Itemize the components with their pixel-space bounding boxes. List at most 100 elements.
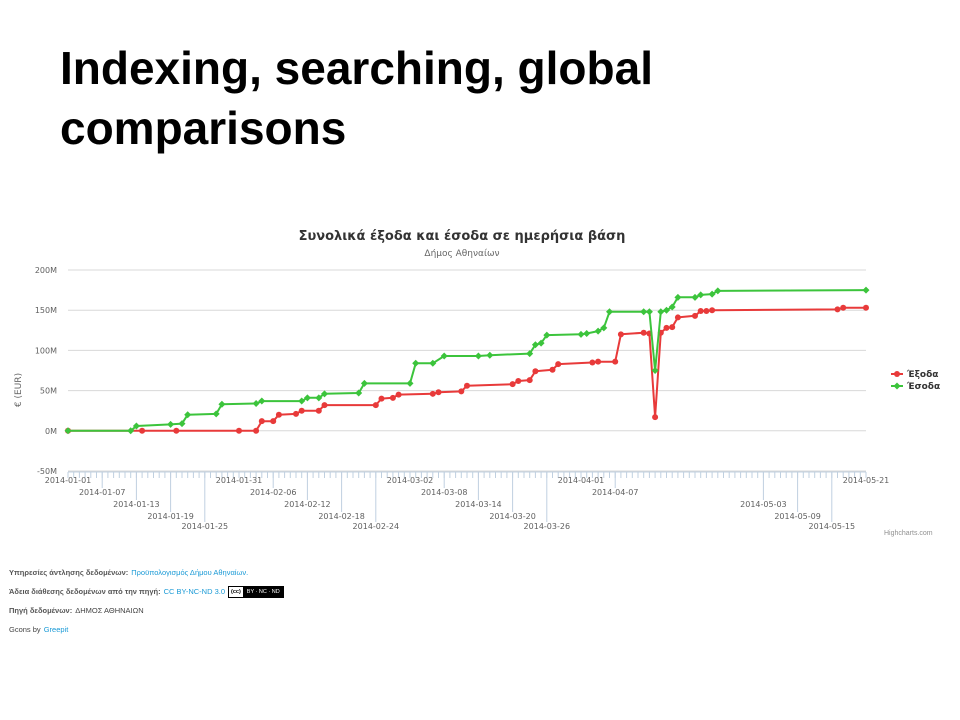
x-tick-label: 2014-01-07	[79, 488, 126, 497]
data-point	[321, 402, 328, 409]
x-tick-label: 2014-03-20	[489, 512, 536, 521]
series-group	[64, 286, 870, 435]
data-point	[668, 303, 676, 311]
data-point	[674, 314, 681, 321]
data-point	[709, 307, 716, 314]
data-point	[486, 351, 494, 359]
data-point	[714, 287, 722, 295]
x-tick-label: 2014-05-09	[774, 512, 821, 521]
data-point	[652, 414, 659, 421]
x-tick-label: 2014-01-13	[113, 500, 160, 509]
services-link[interactable]: Προϋπολογισμός Δήμου Αθηναίων.	[131, 568, 249, 577]
data-point	[594, 327, 602, 335]
data-point	[412, 359, 420, 367]
data-point	[258, 397, 266, 405]
source-label: Πηγή δεδομένων:	[9, 606, 73, 615]
legend-marker	[893, 382, 901, 390]
data-point	[663, 306, 670, 314]
x-tick-label: 2014-02-24	[353, 522, 400, 531]
data-point	[526, 350, 534, 358]
footer-gcons-row: Gcons by Greepit	[9, 620, 284, 639]
footer-license-row: Άδεια διάθεσης δεδομένων από την πηγή: C…	[9, 582, 284, 601]
footer-source-row: Πηγή δεδομένων: ΔΗΜΟΣ ΑΘΗΝΑΙΩΝ	[9, 601, 284, 620]
data-point	[132, 422, 140, 430]
data-point	[589, 359, 596, 366]
y-tick-label: 50M	[40, 387, 57, 396]
x-tick-label: 2014-01-19	[147, 512, 194, 521]
data-point	[218, 400, 226, 408]
gcons-link[interactable]: Greepit	[43, 625, 69, 634]
x-tick-label: 2014-03-08	[421, 488, 468, 497]
data-point	[583, 330, 591, 338]
data-point	[595, 358, 602, 365]
data-point	[697, 308, 704, 315]
data-point	[692, 312, 698, 319]
license-link[interactable]: CC BY-NC-ND 3.0	[163, 587, 226, 596]
data-point	[674, 293, 682, 301]
data-point	[139, 427, 146, 434]
data-point	[252, 399, 260, 407]
data-point	[640, 329, 647, 336]
cc-badge-left: (cc)	[229, 586, 244, 597]
x-tick-label: 2014-05-15	[809, 522, 856, 531]
data-point	[617, 331, 624, 338]
data-point	[834, 306, 841, 313]
y-tick-label: 150M	[35, 306, 57, 315]
data-point	[532, 368, 539, 375]
data-point	[526, 377, 533, 384]
chart-subtitle: Δήμος Αθηναίων	[424, 249, 499, 259]
data-point	[663, 324, 670, 331]
data-point	[543, 331, 551, 339]
footer-services-row: Υπηρεσίες άντλησης δεδομένων: Προϋπολογι…	[9, 563, 284, 582]
data-point	[212, 410, 220, 418]
legend-marker	[894, 371, 900, 377]
data-point	[275, 411, 282, 418]
x-tick-label: 2014-02-18	[318, 512, 365, 521]
data-point	[270, 418, 277, 425]
data-point	[389, 394, 396, 401]
y-tick-label: 100M	[35, 346, 57, 355]
data-point	[458, 388, 465, 395]
data-point	[127, 427, 135, 435]
data-point	[657, 308, 665, 316]
data-point	[303, 394, 311, 402]
x-tick-label: 2014-02-12	[284, 500, 331, 509]
data-point	[549, 366, 556, 373]
data-point	[606, 308, 613, 316]
x-tick-label: 2014-01-01	[45, 476, 92, 485]
highcharts-credits[interactable]: Highcharts.com	[884, 530, 933, 537]
x-axis: 2014-01-01 2014-01-07 2014-01-13 2014-01-19…	[45, 471, 889, 531]
data-point	[669, 324, 676, 331]
data-point	[612, 358, 619, 365]
data-point	[184, 411, 192, 419]
cc-license-badge[interactable]: (cc) BY · NC · ND	[228, 585, 284, 598]
data-point	[429, 390, 436, 397]
data-point	[406, 379, 414, 387]
data-point	[840, 304, 847, 311]
data-point	[862, 286, 870, 294]
slide-title: Indexing, searching, global comparisons	[60, 42, 653, 154]
y-tick-label: -50M	[37, 467, 57, 476]
legend-label: Έξοδα	[906, 370, 938, 380]
grid-lines	[68, 269, 866, 472]
data-point	[515, 377, 522, 384]
data-point	[440, 352, 448, 360]
data-point	[645, 308, 653, 316]
data-point	[395, 391, 402, 398]
data-point	[372, 402, 379, 409]
x-tick-label: 2014-04-07	[592, 488, 639, 497]
data-point	[691, 293, 699, 301]
data-point	[355, 389, 363, 397]
data-point	[236, 427, 242, 434]
data-point	[600, 324, 608, 332]
x-minor-ticks	[67, 472, 867, 478]
y-axis-label: € (EUR)	[14, 373, 24, 407]
legend[interactable]: Έξοδα Έσοδα	[891, 370, 940, 392]
data-point	[178, 420, 186, 428]
data-point	[429, 359, 437, 367]
data-point	[298, 397, 306, 405]
services-label: Υπηρεσίες άντλησης δεδομένων:	[9, 568, 129, 577]
line-chart: Συνολικά έξοδα και έσοδα σε ημερήσια βάσ…	[14, 229, 940, 531]
y-tick-label: 200M	[35, 266, 57, 275]
data-point	[298, 407, 305, 414]
